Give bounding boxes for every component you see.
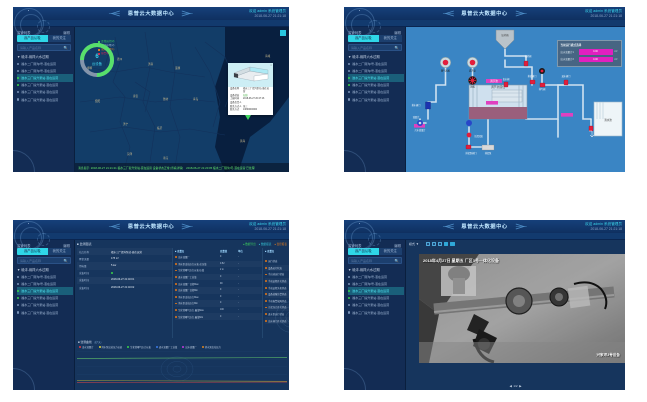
svg-text:污泥回流: 污泥回流 (474, 134, 484, 138)
svg-text:流量计: 流量计 (413, 115, 420, 119)
svg-text:排气阀: 排气阀 (539, 87, 546, 91)
svg-text:进水阀门: 进水阀门 (562, 74, 571, 78)
svg-text:潍坊: 潍坊 (163, 97, 169, 101)
svg-text:青岛: 青岛 (193, 97, 199, 101)
svg-text:枣庄: 枣庄 (163, 156, 169, 160)
svg-text:黄海: 黄海 (240, 139, 246, 143)
svg-text:排泥泵阀门: 排泥泵阀门 (466, 151, 477, 155)
svg-text:台设备: 台设备 (92, 61, 103, 66)
svg-text:调节池液位: 调节池液位 (491, 85, 505, 89)
svg-text:排水阀门: 排水阀门 (412, 103, 421, 107)
svg-text:临沂: 临沂 (157, 126, 163, 130)
svg-text:消水池: 消水池 (604, 118, 612, 122)
svg-text:污水流量计: 污水流量计 (415, 128, 427, 132)
svg-text:淄博: 淄博 (175, 66, 181, 70)
svg-text:调节池: 调节池 (490, 79, 498, 83)
svg-text:加药阀: 加药阀 (525, 54, 532, 58)
svg-text:济宁: 济宁 (123, 122, 129, 126)
svg-text:泰安: 泰安 (133, 94, 139, 98)
svg-text:加药箱: 加药箱 (501, 33, 509, 37)
svg-text:出水阀: 出水阀 (503, 77, 510, 81)
svg-text:排泥泵: 排泥泵 (485, 151, 492, 155)
svg-text:濮阳: 濮阳 (95, 99, 101, 103)
svg-text:6: 6 (95, 54, 99, 60)
svg-text:济南: 济南 (148, 62, 154, 66)
svg-text:海域: 海域 (265, 54, 271, 58)
svg-text:德州: 德州 (117, 57, 123, 61)
svg-text:菏泽: 菏泽 (127, 152, 133, 156)
